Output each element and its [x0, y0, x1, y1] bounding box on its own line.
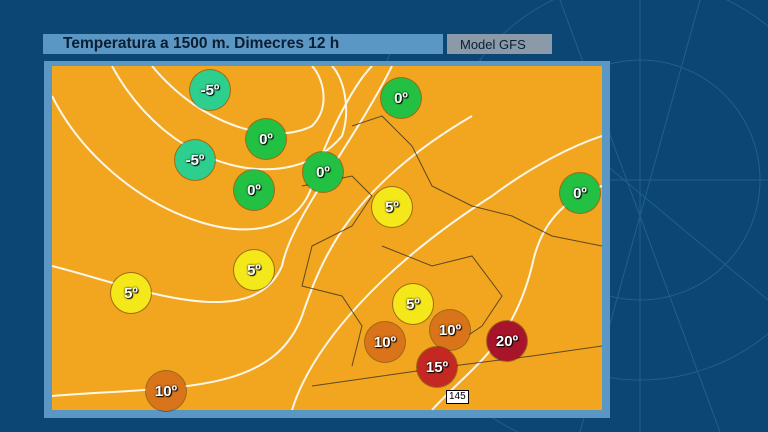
isobar-label: 145 — [446, 390, 469, 404]
temperature-label: 20º — [487, 321, 527, 361]
temperature-label: 5º — [234, 250, 274, 290]
temperature-label: 0º — [560, 173, 600, 213]
temperature-label: 0º — [381, 78, 421, 118]
model-label: Model GFS — [460, 37, 526, 52]
map-title: Temperatura a 1500 m. Dimecres 12 h — [63, 35, 340, 52]
temperature-label: 5º — [393, 284, 433, 324]
temperature-label: -5º — [175, 140, 215, 180]
temperature-label: 0º — [303, 152, 343, 192]
model-badge: Model GFS — [447, 34, 552, 54]
temperature-label: 15º — [417, 347, 457, 387]
temperature-label: 0º — [234, 170, 274, 210]
temperature-label: -5º — [190, 70, 230, 110]
temperature-label: 10º — [365, 322, 405, 362]
temperature-label: 10º — [430, 310, 470, 350]
temperature-label: 10º — [146, 371, 186, 411]
temperature-label: 5º — [372, 187, 412, 227]
temperature-label: 0º — [246, 119, 286, 159]
temperature-map — [52, 66, 602, 410]
temperature-label: 5º — [111, 273, 151, 313]
title-bar: Temperatura a 1500 m. Dimecres 12 h — [43, 34, 443, 54]
